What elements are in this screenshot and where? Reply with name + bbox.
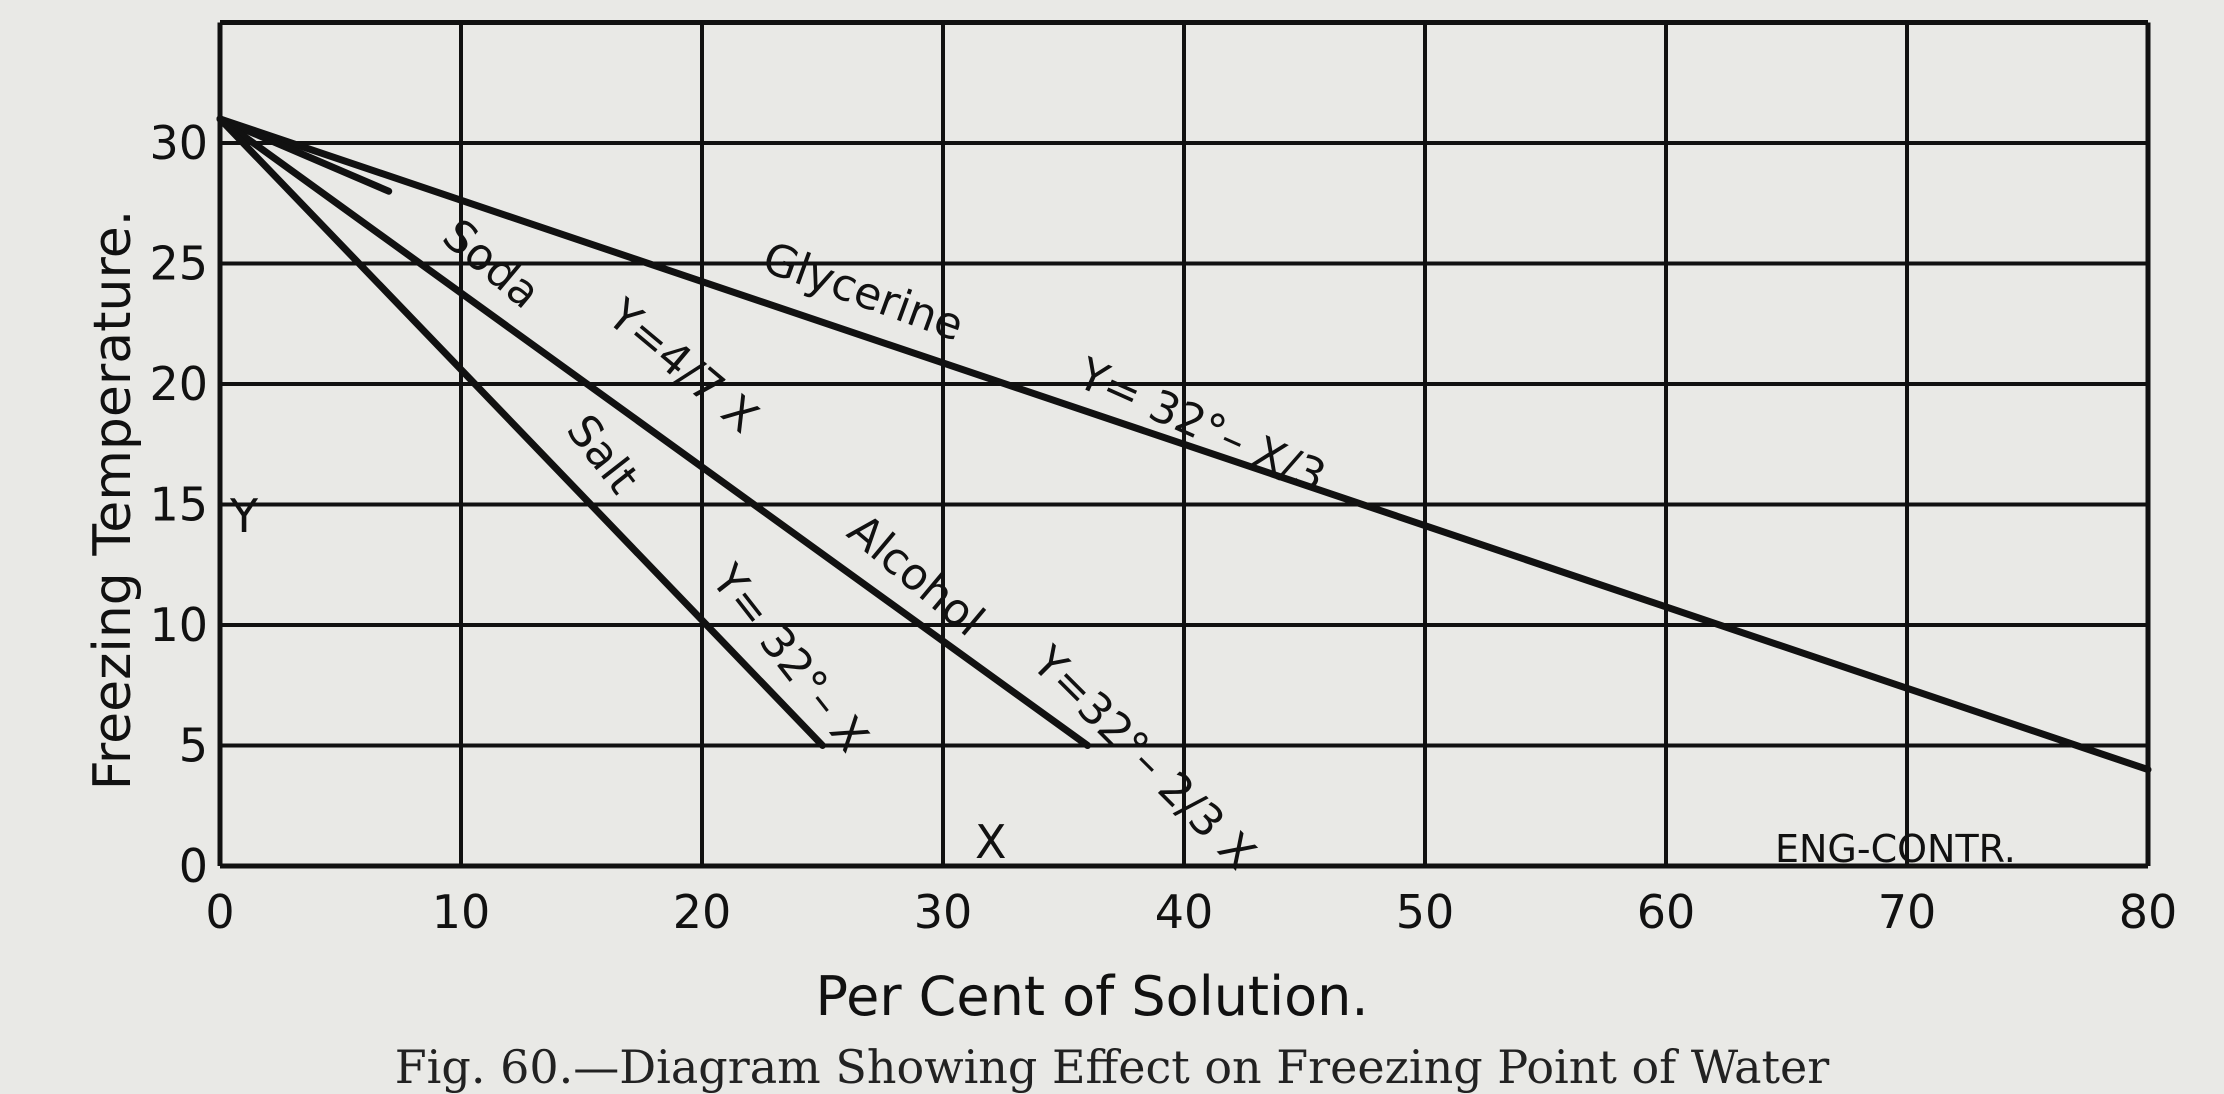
equation-salt: Y= 32°– X [701,555,878,762]
equation-glycerine: Y= 32°– X/3 [1070,348,1333,503]
x-axis-label: Per Cent of Solution. [815,965,1368,1028]
series-line-salt [216,115,826,749]
y-tick-label: 30 [149,116,208,170]
credit: ENG-CONTR. [1775,827,2016,871]
y-axis-letter: Y [229,489,259,543]
chart: 0 10 20 30 40 50 60 70 80 0 5 10 15 20 25 30 Glycerine … [83,20,2177,1028]
y-tick-label: 0 [179,839,208,893]
x-tick-label: 80 [2119,885,2178,939]
x-tick-label: 10 [432,885,491,939]
y-tick-label: 5 [179,719,208,773]
figure-caption: Fig. 60.—Diagram Showing Effect on Freez… [394,1040,1830,1094]
x-tick-label: 50 [1396,885,1455,939]
y-axis-label: Freezing Temperature. [83,210,143,791]
x-tick-label: 60 [1637,885,1696,939]
x-tick-label: 0 [205,885,234,939]
x-tick-label: 30 [914,885,973,939]
y-tick-label: 10 [149,598,208,652]
x-tick-label: 40 [1155,885,1214,939]
equation-soda: Y=4/7 X [597,289,767,444]
series-line-soda [216,115,393,195]
y-tick-label: 20 [149,357,208,411]
tick-labels: 0 10 20 30 40 50 60 70 80 0 5 10 15 20 25 30 [149,116,2177,939]
y-tick-label: 15 [149,478,208,532]
series-line-alcohol [216,115,1092,749]
x-tick-label: 70 [1878,885,1937,939]
series-lines [216,115,2152,774]
equation-alcohol: Y=32°– 2/3 X [1022,636,1266,880]
series-labels: Glycerine Y= 32°– X/3 Soda Y=4/7 X Alcoh… [433,209,1333,879]
grid [217,20,2151,869]
series-line-glycerine [216,115,2152,774]
x-tick-label: 20 [673,885,732,939]
y-tick-label: 25 [149,237,208,291]
x-axis-letter: X [975,815,1007,869]
